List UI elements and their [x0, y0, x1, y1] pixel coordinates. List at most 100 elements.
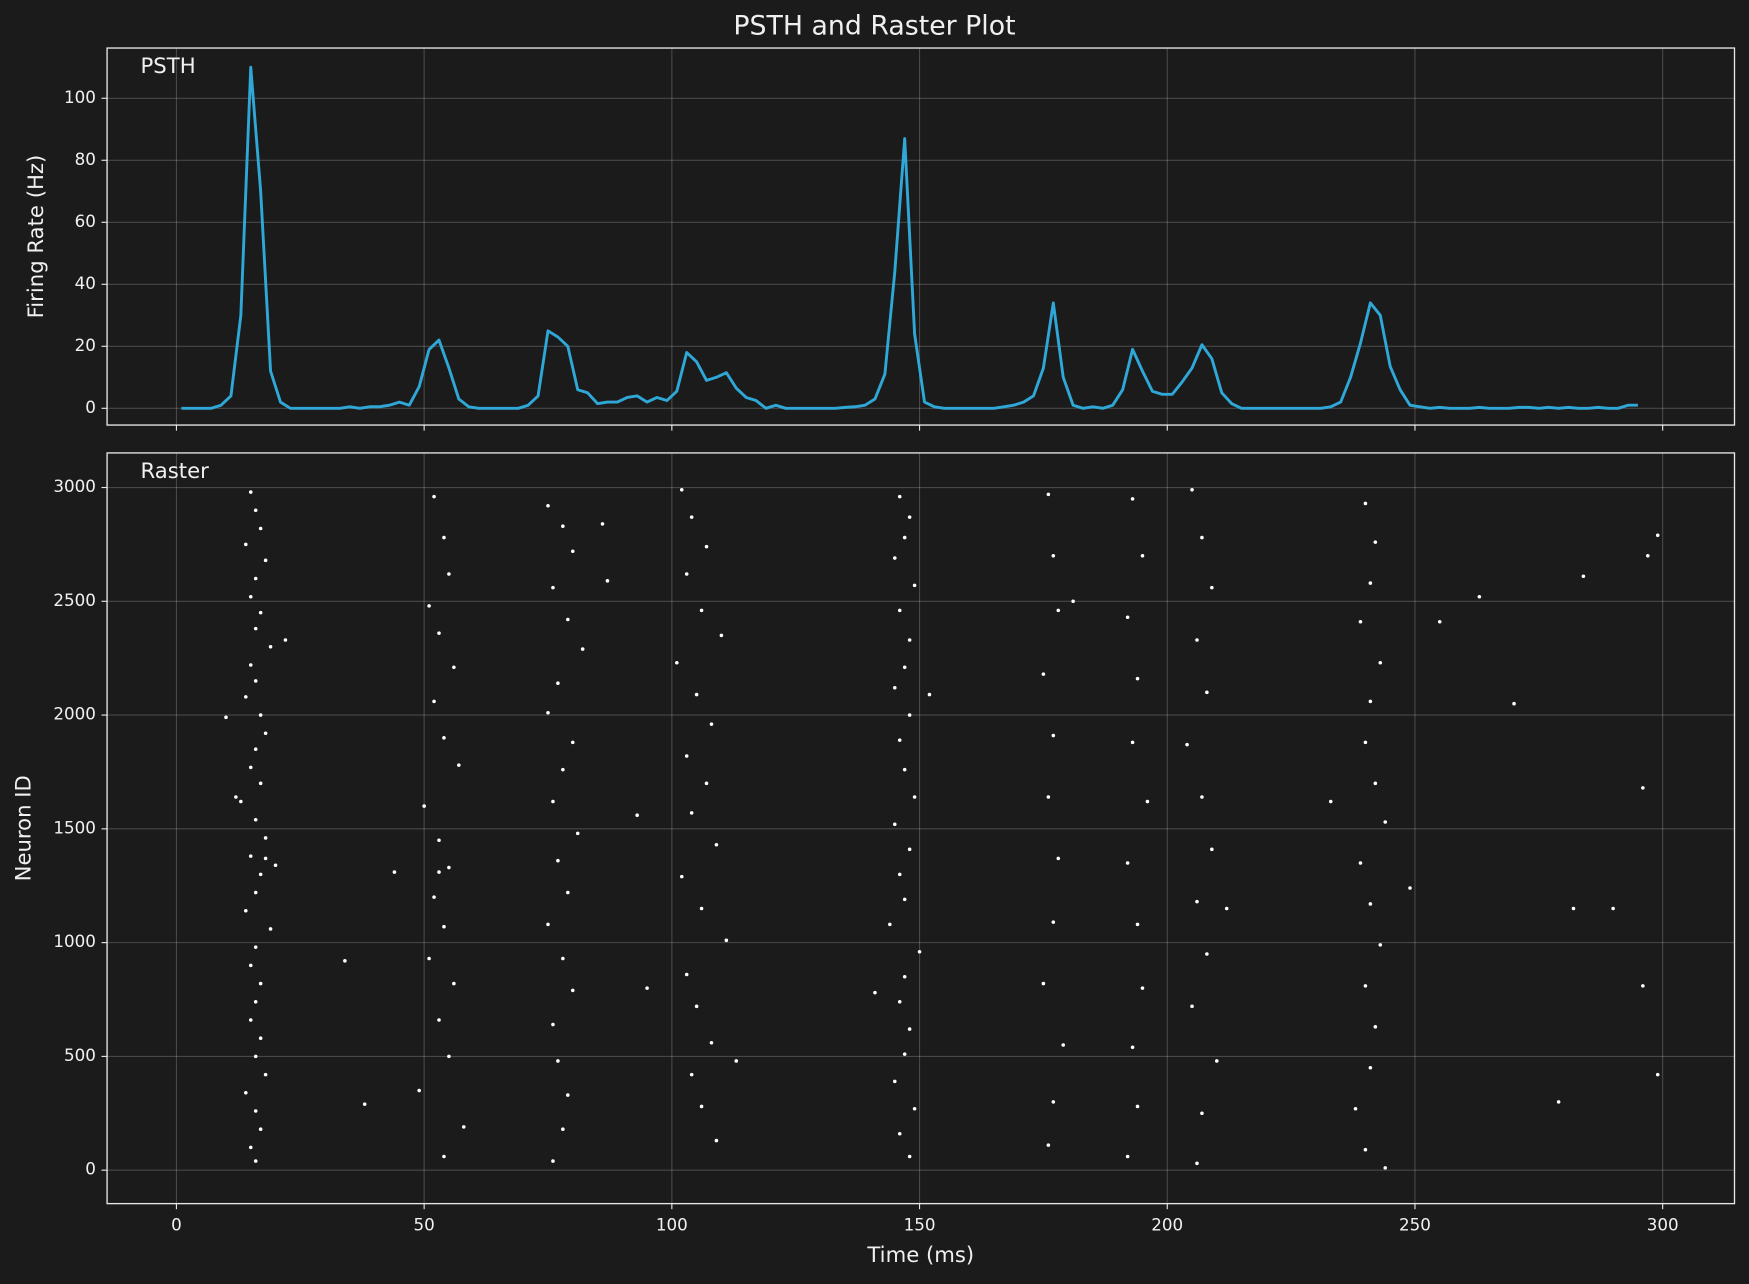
spike — [258, 713, 263, 717]
spike — [907, 847, 912, 852]
spike — [1140, 554, 1145, 558]
spike — [1556, 1100, 1561, 1104]
spike — [1641, 786, 1645, 790]
spike — [253, 817, 258, 822]
spike — [1051, 554, 1056, 558]
spike — [1363, 501, 1368, 506]
spike — [556, 858, 560, 863]
spike — [1125, 1154, 1130, 1159]
spike — [437, 870, 441, 874]
spike — [258, 872, 263, 877]
spike — [1190, 488, 1194, 492]
spike — [253, 626, 258, 631]
spike — [1210, 847, 1214, 852]
spike — [248, 663, 253, 667]
spike — [1368, 699, 1373, 704]
x-tick-label: 100 — [656, 1214, 688, 1234]
spike — [244, 1091, 248, 1095]
spike — [699, 906, 704, 911]
spike — [1195, 899, 1199, 904]
spike — [714, 1138, 719, 1143]
spike — [1571, 906, 1576, 911]
y-axis-label: Neuron ID — [11, 775, 36, 881]
spike — [248, 594, 253, 599]
spike — [902, 665, 907, 670]
y-tick-label: 40 — [75, 273, 96, 293]
spike — [452, 665, 456, 670]
spike — [1368, 581, 1373, 585]
spike — [684, 572, 689, 576]
spike — [566, 1093, 570, 1097]
spike — [1368, 1065, 1373, 1070]
spike — [457, 763, 461, 767]
panel-label: Raster — [141, 458, 210, 483]
spike — [575, 831, 580, 836]
spike — [600, 522, 605, 526]
y-tick-label: 1500 — [53, 817, 96, 837]
spike — [912, 795, 917, 799]
spike — [912, 1106, 917, 1111]
spike — [253, 945, 258, 949]
spike — [551, 1022, 555, 1027]
axes-frame — [106, 452, 1736, 1205]
x-tick-label: 50 — [414, 1214, 435, 1234]
spike — [1215, 1059, 1219, 1063]
spike — [566, 890, 570, 895]
x-tick-label: 250 — [1399, 1214, 1431, 1234]
spike — [892, 685, 897, 690]
spike — [244, 695, 248, 699]
spike — [234, 795, 238, 799]
spike — [1378, 943, 1383, 947]
y-tick-label: 3000 — [53, 476, 96, 496]
spike — [437, 631, 441, 635]
spike — [561, 956, 565, 961]
spike — [442, 924, 446, 929]
spike — [1130, 1045, 1135, 1050]
spike — [1145, 799, 1150, 804]
x-axis-label: Time (ms) — [866, 1242, 974, 1267]
spike — [263, 836, 268, 840]
spike — [679, 874, 684, 879]
spike — [1655, 1072, 1660, 1077]
spike — [1190, 1004, 1194, 1009]
spike — [561, 524, 565, 528]
spike — [679, 488, 684, 492]
spike — [546, 922, 550, 927]
axes-frame — [106, 47, 1736, 426]
spike — [566, 617, 570, 622]
spike — [258, 981, 263, 986]
spike — [392, 870, 397, 874]
spike — [902, 535, 907, 540]
spike — [417, 1088, 421, 1093]
spike — [1051, 920, 1056, 924]
spike — [1224, 906, 1229, 911]
spike — [561, 767, 565, 772]
spike — [1383, 1166, 1388, 1170]
spike — [1056, 856, 1061, 861]
spike — [897, 494, 902, 499]
spike — [442, 535, 446, 540]
spike — [1205, 952, 1209, 956]
spike — [1200, 535, 1204, 540]
spike — [1056, 608, 1061, 613]
spike — [709, 1040, 714, 1045]
spike — [675, 660, 679, 665]
y-tick-label: 100 — [64, 87, 96, 107]
spike — [714, 842, 719, 847]
spike — [1125, 615, 1130, 620]
panel-label: PSTH — [141, 53, 196, 78]
spike — [1358, 861, 1363, 865]
spike — [253, 999, 258, 1004]
spike — [263, 558, 268, 563]
spike — [1046, 795, 1051, 799]
spike — [635, 813, 639, 817]
spike — [570, 988, 575, 993]
spike — [699, 1104, 704, 1109]
spike — [897, 872, 902, 877]
spike — [917, 949, 922, 954]
spike — [1358, 619, 1363, 624]
spike — [724, 938, 729, 943]
spike — [689, 1072, 694, 1077]
spike — [248, 490, 253, 494]
